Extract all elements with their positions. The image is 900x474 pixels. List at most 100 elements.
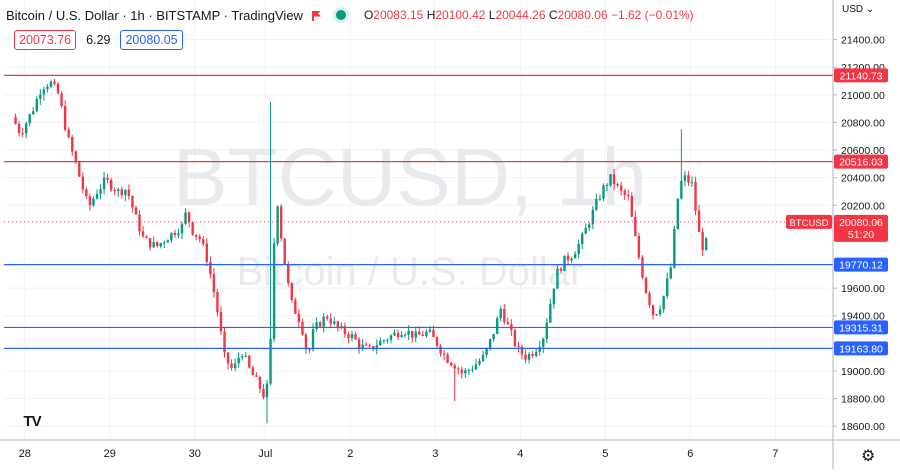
candle xyxy=(591,206,595,230)
candle xyxy=(648,291,651,309)
candle-body xyxy=(350,334,354,339)
candle-body xyxy=(598,198,602,200)
y-tick-label: 19000.00 xyxy=(841,366,885,378)
candle xyxy=(354,331,357,340)
x-tick-label: 28 xyxy=(19,448,31,460)
candle xyxy=(513,328,517,349)
candle-body xyxy=(287,263,290,284)
candle-body xyxy=(680,180,683,199)
buy-price-button[interactable]: 20080.05 xyxy=(120,30,183,50)
candle-body xyxy=(326,316,329,319)
candle xyxy=(113,187,116,196)
candle xyxy=(375,339,378,355)
candle-body xyxy=(88,196,92,206)
candle xyxy=(389,334,393,344)
candle-body xyxy=(308,349,311,351)
candle xyxy=(81,172,85,194)
level-tag xyxy=(834,257,888,272)
candle-body xyxy=(35,98,38,112)
symbol-title[interactable]: Bitcoin / U.S. Dollar · 1h · BITSTAMP · … xyxy=(6,7,303,23)
candle-body xyxy=(32,111,35,115)
candle-body xyxy=(471,369,474,371)
candle-body xyxy=(113,189,116,192)
candle-body xyxy=(141,231,145,237)
candle xyxy=(350,330,354,342)
candle xyxy=(534,348,538,358)
candle xyxy=(283,238,286,265)
candle xyxy=(233,358,237,372)
candle xyxy=(581,231,584,250)
flag-icon[interactable] xyxy=(311,10,322,21)
candle xyxy=(191,221,194,236)
candle-body xyxy=(219,311,223,332)
level-tag xyxy=(834,341,888,356)
candle xyxy=(251,365,255,376)
bid-ask-panel: 20073.76 6.29 20080.05 xyxy=(14,30,183,50)
candle-body xyxy=(478,360,481,365)
candle-body xyxy=(180,223,184,234)
candle xyxy=(347,331,350,344)
candle xyxy=(474,358,478,371)
candle xyxy=(609,174,612,187)
candle-body xyxy=(347,334,350,339)
candle-body xyxy=(520,346,524,355)
candle xyxy=(506,317,510,325)
candle-body xyxy=(460,369,463,374)
candle-body xyxy=(294,300,297,314)
candle xyxy=(641,255,644,280)
candle xyxy=(148,238,152,251)
candle xyxy=(386,338,389,344)
candle-body xyxy=(517,345,520,347)
x-tick-label: 5 xyxy=(602,448,608,460)
y-tick-label: 18800.00 xyxy=(841,394,885,406)
candle-body xyxy=(159,243,162,247)
candle xyxy=(666,272,669,299)
low-value: 20044.26 xyxy=(495,8,546,22)
candle-body xyxy=(170,232,173,241)
candles xyxy=(14,79,708,424)
candle xyxy=(634,210,637,237)
candle xyxy=(573,251,577,259)
gear-icon[interactable]: ⚙ xyxy=(861,448,876,465)
candle xyxy=(697,204,701,232)
level-tag-label: 20516.03 xyxy=(839,157,883,169)
candle xyxy=(435,336,439,348)
candle-body xyxy=(102,177,106,190)
candle-body xyxy=(669,267,672,279)
y-tick-label: 19400.00 xyxy=(841,311,885,323)
candle xyxy=(258,375,262,393)
candle-body xyxy=(304,334,308,350)
symbol-tag-label: BTCUSD xyxy=(789,218,828,229)
currency-selector[interactable]: USD ⌄ xyxy=(842,4,875,15)
candle-body xyxy=(595,199,598,210)
candle-body xyxy=(634,216,637,236)
candle xyxy=(60,91,63,109)
candle xyxy=(120,186,123,199)
candle xyxy=(156,241,159,248)
candle xyxy=(368,343,371,348)
candle xyxy=(559,267,563,273)
candle xyxy=(478,358,481,366)
candle-body xyxy=(212,274,216,292)
candle xyxy=(588,222,591,231)
candle-body xyxy=(63,106,67,130)
candle-body xyxy=(648,292,651,306)
candle-body xyxy=(184,212,187,224)
candle-body xyxy=(619,185,623,191)
candle-body xyxy=(552,288,556,305)
candle-body xyxy=(329,318,332,324)
x-tick-label: 3 xyxy=(432,448,438,460)
sell-price-button[interactable]: 20073.76 xyxy=(14,30,77,50)
watermark-symbol: BTCUSD, 1h xyxy=(173,132,647,223)
candle xyxy=(329,312,332,328)
candle-body xyxy=(336,321,340,328)
candle xyxy=(226,351,230,370)
candle xyxy=(457,366,460,375)
candle xyxy=(262,384,265,400)
x-tick-label: 6 xyxy=(687,448,693,460)
tradingview-logo-icon[interactable]: TV xyxy=(23,412,41,430)
candle xyxy=(336,320,340,332)
x-tick-label: 2 xyxy=(347,448,353,460)
candle xyxy=(527,351,531,364)
